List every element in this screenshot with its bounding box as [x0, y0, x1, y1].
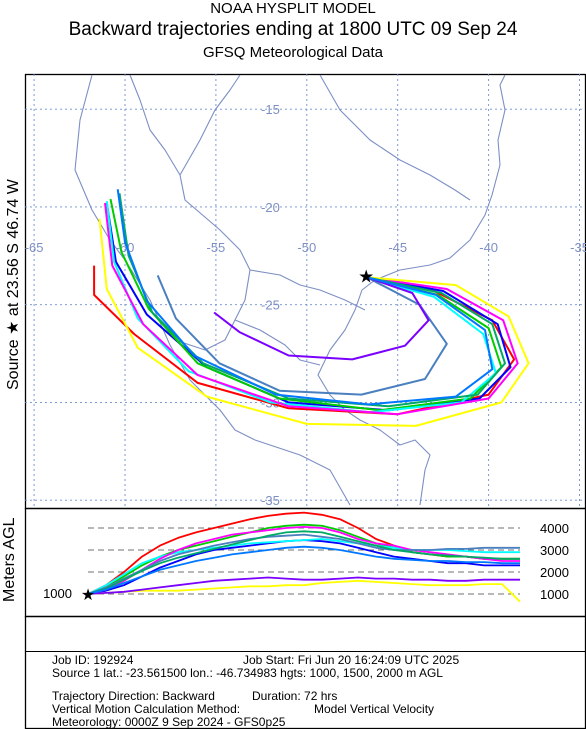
source-details: Source 1 lat.: -23.561500 lon.: -46.7349…: [52, 666, 443, 680]
duration: Duration: 72 hrs: [252, 689, 338, 703]
height-line: [87, 538, 520, 595]
data-source-title: GFSQ Meteorological Data: [202, 44, 384, 61]
lon-tick-label: -55: [207, 240, 226, 255]
trajectory-line: [156, 275, 448, 396]
height-tick-label: 3000: [540, 543, 569, 558]
lon-tick-label: -40: [479, 240, 498, 255]
map-coastlines: [74, 74, 506, 506]
map-tick-labels: -65 -60 -55 -50 -45 -40 -35-15-20-25-30-35: [25, 102, 586, 508]
height-line: [87, 526, 520, 595]
height-line: [87, 533, 520, 595]
job-id: Job ID: 192924: [52, 653, 134, 667]
lon-tick-label: -45: [388, 240, 407, 255]
lat-tick-label: -25: [261, 298, 280, 313]
lat-tick-label: -35: [261, 493, 280, 508]
trajectory-line: [104, 202, 519, 416]
height-source-star-icon: ★: [81, 587, 95, 604]
map-gridlines: [25, 74, 585, 508]
trajectory-line: [213, 276, 430, 361]
model-title: NOAA HYSPLIT MODEL: [210, 0, 376, 17]
height-line: [87, 545, 520, 595]
chart-title: Backward trajectories ending at 1800 UTC…: [68, 19, 518, 40]
height-line: [87, 530, 520, 595]
trajectory-line: [116, 189, 494, 406]
height-line: [87, 576, 520, 595]
lat-tick-label: -15: [261, 102, 280, 117]
trajectory-line: [105, 200, 497, 414]
height-tick-label: 2000: [540, 565, 569, 580]
trajectory-line: [105, 202, 512, 412]
meteorology: Meteorology: 0000Z 9 Sep 2024 - GFS0p25: [52, 715, 286, 729]
lat-tick-label: -20: [261, 200, 280, 215]
trajectory-line: [98, 218, 530, 427]
trajectory-lines: ★: [93, 189, 530, 427]
source-star-icon: ★: [358, 267, 374, 287]
trajectory-direction: Trajectory Direction: Backward: [52, 689, 215, 703]
source-height-label: 1000: [43, 586, 72, 601]
height-tick-label: 1000: [540, 587, 569, 602]
vertical-method-value: Model Vertical Velocity: [314, 702, 435, 716]
height-line: [87, 579, 521, 603]
trajectory-line: [118, 193, 506, 408]
map-frame: [24, 73, 586, 510]
lon-tick-label: -35: [570, 240, 586, 255]
lon-tick-label: -50: [297, 240, 316, 255]
vertical-method-label: Vertical Motion Calculation Method:: [52, 702, 241, 716]
height-lines: ★: [81, 511, 521, 604]
lon-tick-label: -65: [25, 240, 44, 255]
job-start: Job Start: Fri Jun 20 16:24:09 UTC 2025: [243, 653, 460, 667]
height-tick-label: 4000: [540, 521, 569, 536]
